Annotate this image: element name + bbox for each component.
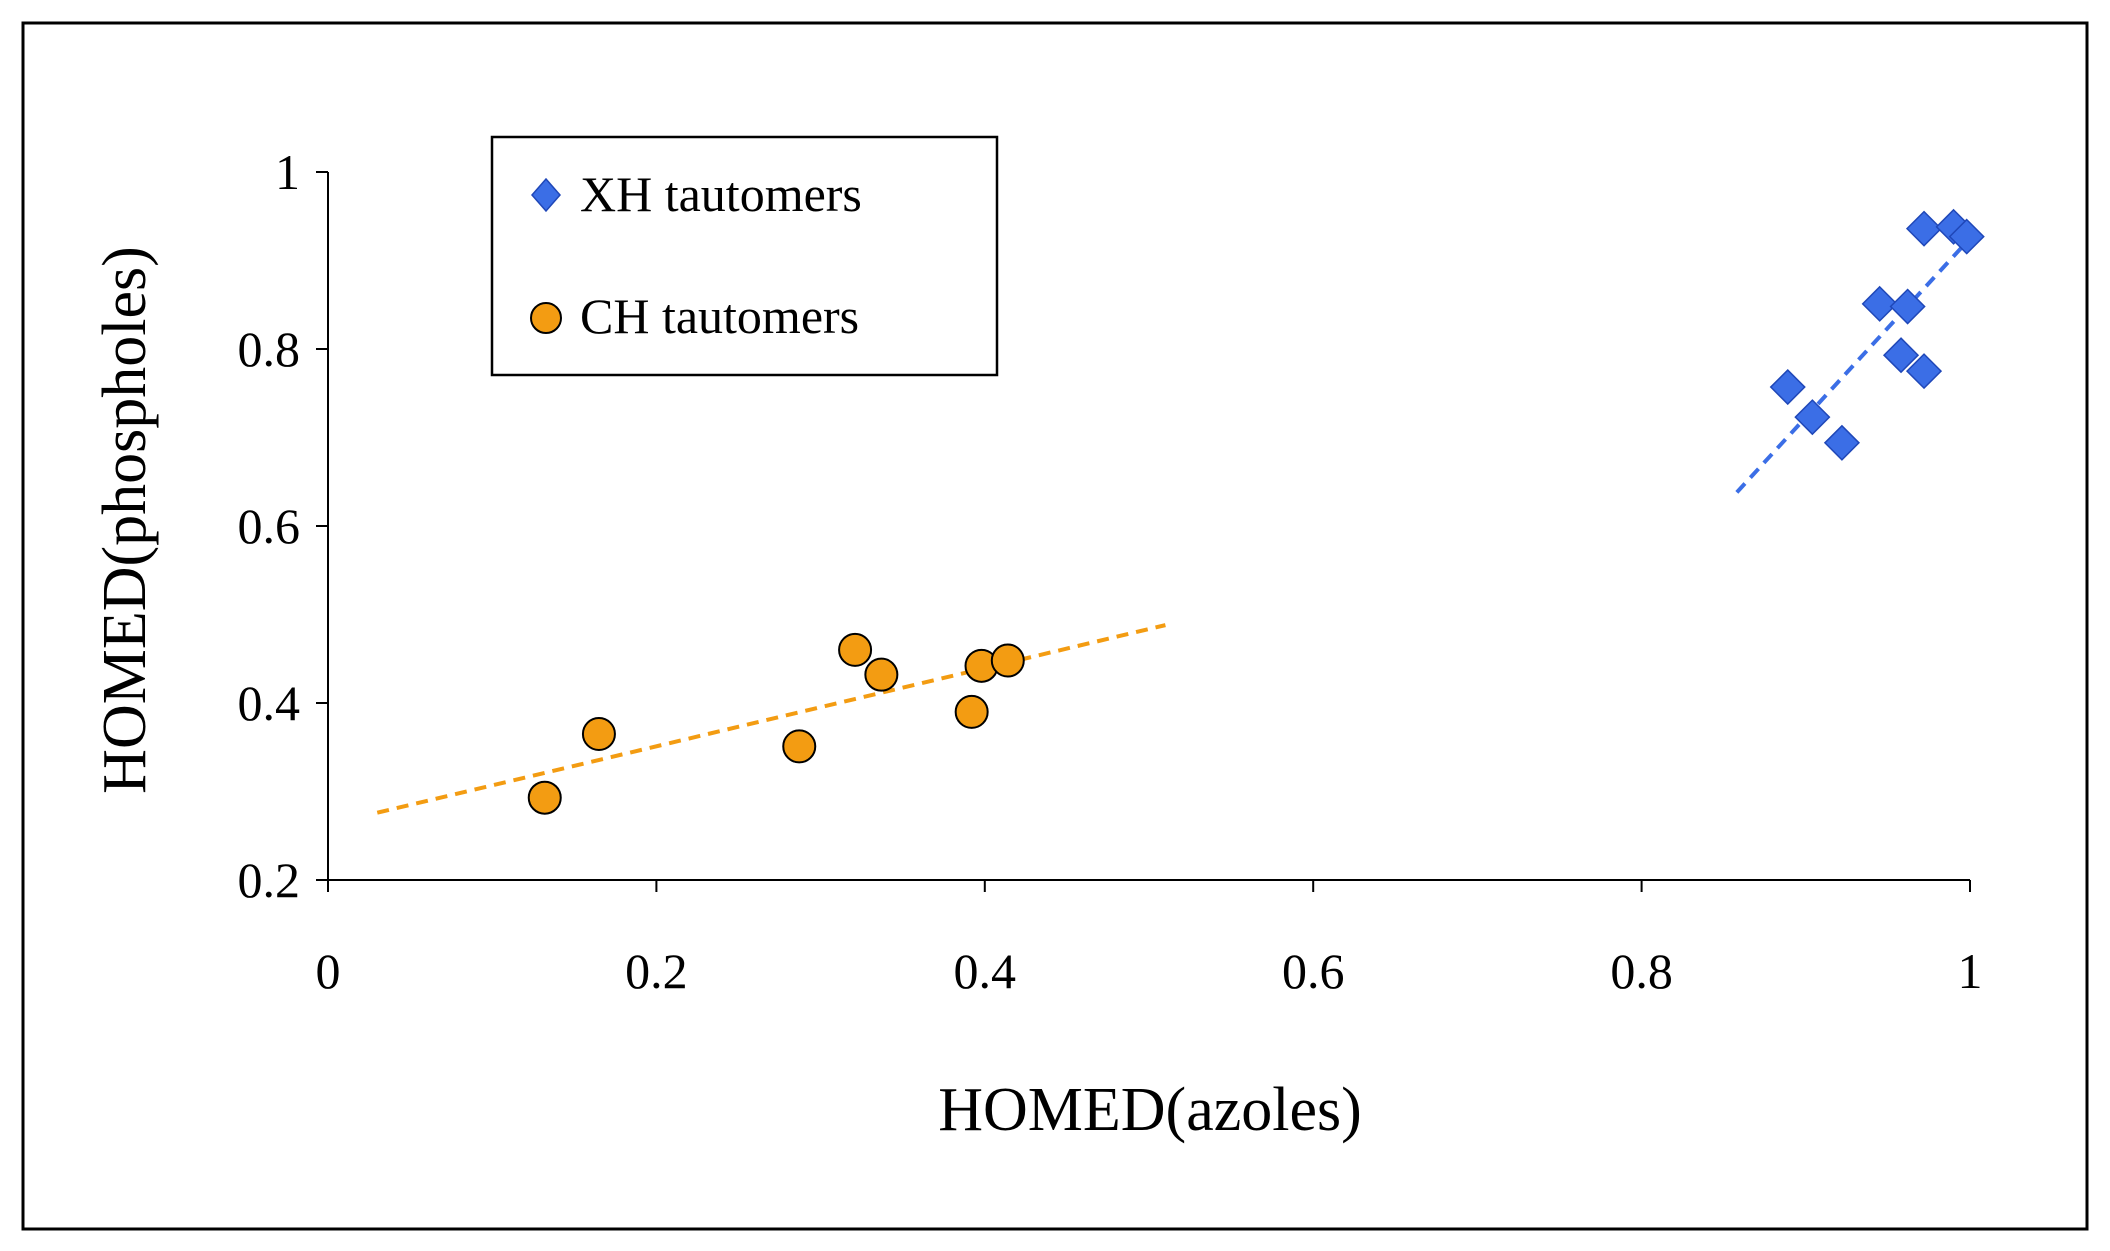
xh-point: [1769, 368, 1806, 406]
y-axis-title: HOMED(phospholes): [91, 246, 159, 794]
y-tick-label: 0.4: [238, 675, 301, 731]
x-tick-label: 0.8: [1610, 943, 1673, 999]
data-points: [527, 208, 1985, 815]
xh-point: [1948, 218, 1985, 255]
y-tick-label: 0.6: [238, 498, 301, 554]
y-tick-label: 0.2: [238, 852, 301, 908]
y-ticks: 0.2 0.4 0.6 0.8 1: [238, 144, 328, 908]
legend-box: [490, 135, 999, 377]
xh-point: [1905, 210, 1943, 247]
xh-point: [1882, 337, 1920, 374]
x-tick-label: 0.2: [625, 943, 688, 999]
xh-point: [1905, 353, 1943, 390]
ch-point: [864, 657, 899, 692]
xh-point: [1861, 285, 1898, 322]
x-axis-title: HOMED(azoles): [938, 1076, 1362, 1144]
ch-point: [954, 694, 989, 729]
legend-label-ch: CH tautomers: [580, 288, 859, 344]
x-ticks: 0 0.2 0.4 0.6 0.8 1: [316, 880, 1983, 999]
xh-point: [1889, 288, 1926, 325]
legend-diamond-icon: [531, 177, 561, 213]
xh-point: [1794, 399, 1831, 436]
y-tick-label: 0.8: [238, 321, 301, 377]
ch-point: [838, 632, 873, 667]
ch-point: [990, 643, 1025, 678]
y-tick-label: 1: [275, 144, 300, 200]
x-tick-label: 0.4: [954, 943, 1017, 999]
ch-point: [527, 780, 562, 815]
legend-circle-icon: [530, 302, 562, 334]
figure-frame: [21, 21, 2089, 1231]
trendline-ch: [376, 623, 1166, 815]
ch-point: [581, 716, 616, 751]
trendline-xh: [1735, 237, 1972, 494]
legend: XH tautomers CH tautomers: [490, 135, 999, 377]
trendlines: [376, 237, 1972, 815]
x-tick-label: 0: [316, 943, 341, 999]
legend-label-xh: XH tautomers: [580, 166, 862, 222]
x-tick-label: 1: [1958, 943, 1983, 999]
x-tick-label: 0.6: [1282, 943, 1345, 999]
xh-point: [1823, 424, 1860, 461]
ch-point: [782, 729, 817, 764]
